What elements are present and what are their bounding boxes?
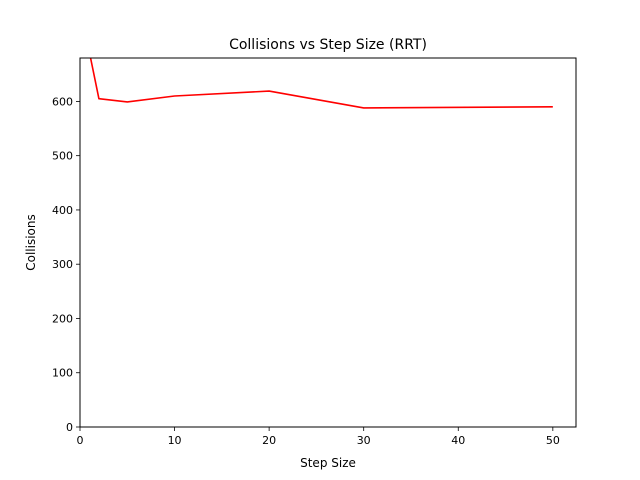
x-axis: 0 10 20 30 40 50 xyxy=(77,427,560,447)
x-tick-label: 10 xyxy=(168,434,182,447)
x-tick-label: 40 xyxy=(451,434,465,447)
plot-frame xyxy=(79,57,577,428)
y-tick-label: 100 xyxy=(52,367,73,380)
series-line-0 xyxy=(89,58,553,109)
x-tick-label: 20 xyxy=(262,434,276,447)
y-tick-label: 300 xyxy=(52,258,73,271)
y-axis: 0 100 200 300 400 500 600 xyxy=(52,95,80,434)
x-axis-label: Step Size xyxy=(300,456,356,470)
y-tick-label: 200 xyxy=(52,312,73,325)
y-tick-label: 600 xyxy=(52,95,73,108)
y-axis-label: Collisions xyxy=(24,214,38,271)
chart-title: Collisions vs Step Size (RRT) xyxy=(229,37,427,53)
y-tick-label: 500 xyxy=(52,150,73,163)
x-tick-label: 30 xyxy=(357,434,371,447)
x-tick-label: 0 xyxy=(77,434,84,447)
series-layer xyxy=(89,58,553,109)
x-tick-label: 50 xyxy=(546,434,560,447)
y-tick-label: 400 xyxy=(52,204,73,217)
y-tick-label: 0 xyxy=(66,421,73,434)
